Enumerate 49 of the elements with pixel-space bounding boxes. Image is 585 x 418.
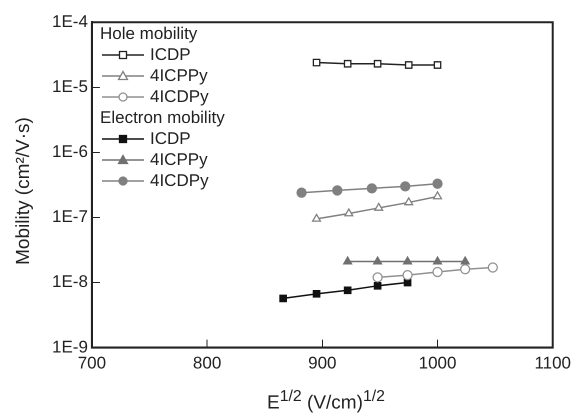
point (374, 202, 384, 211)
point (279, 294, 287, 302)
legend-label: ICDP (150, 128, 191, 149)
legend-label: ICDP (150, 44, 191, 65)
y-tick-label: 1E-7 (52, 207, 88, 226)
point (460, 256, 470, 264)
legend-label: 4ICDPy (150, 86, 209, 107)
x-tick-label: 1000 (418, 353, 456, 372)
legend-label: 4ICPPy (150, 149, 208, 170)
point (432, 256, 442, 264)
point (404, 197, 414, 206)
y-tick-label: 1E-5 (52, 76, 88, 96)
point (432, 178, 443, 189)
point (374, 60, 382, 68)
point (404, 61, 413, 69)
point (344, 286, 352, 294)
legend-label: 4ICDPy (150, 170, 209, 191)
point (432, 266, 443, 278)
point (344, 208, 354, 216)
point (312, 58, 320, 66)
point (312, 290, 320, 298)
y-tick-label: 1E-4 (52, 12, 88, 31)
point (403, 256, 412, 264)
x-tick-label: 1100 (534, 353, 572, 372)
point (332, 185, 342, 196)
x-axis-title: E$^{1/2}$ (V/cm)$^{1/2}$ (266, 388, 386, 414)
point (312, 214, 322, 222)
legend-label: 4ICPPy (150, 65, 208, 86)
point (404, 278, 412, 286)
point (402, 270, 413, 280)
point (374, 282, 382, 290)
y-tick-label: 1E-6 (52, 142, 88, 162)
point (434, 61, 442, 69)
x-tick-label: 900 (308, 353, 337, 372)
point (460, 264, 470, 274)
annotation: Electron mobility (100, 107, 225, 128)
point (343, 256, 352, 264)
y-axis-title: Mobility (cm²/V·s) (13, 116, 35, 267)
point (296, 188, 307, 198)
point (372, 272, 383, 283)
legend-title: Hole mobility (100, 23, 198, 44)
point (366, 183, 378, 194)
y-tick-label: 1E-8 (52, 272, 88, 292)
point (344, 60, 352, 68)
x-tick-label: 800 (192, 353, 222, 372)
point (373, 256, 382, 264)
point (432, 191, 442, 200)
point (488, 262, 498, 273)
point (400, 181, 410, 192)
